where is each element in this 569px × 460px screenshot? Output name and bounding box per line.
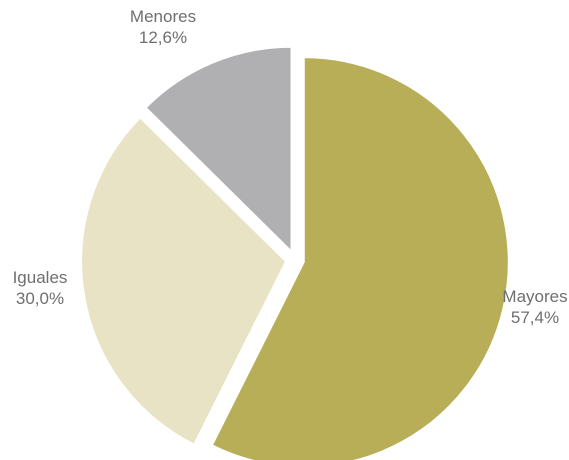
slice-category-label: Iguales bbox=[13, 268, 68, 287]
pie-slice-menores bbox=[144, 45, 293, 255]
slice-label-mayores: Mayores 57,4% bbox=[502, 287, 567, 327]
pie-slice-iguales bbox=[80, 116, 288, 447]
slice-value-label: 12,6% bbox=[139, 28, 187, 47]
slice-label-menores: Menores 12,6% bbox=[130, 7, 196, 47]
slice-category-label: Mayores bbox=[502, 287, 567, 306]
slice-value-label: 30,0% bbox=[16, 289, 64, 308]
slice-value-label: 57,4% bbox=[511, 308, 559, 327]
slice-category-label: Menores bbox=[130, 7, 196, 26]
slice-label-iguales: Iguales 30,0% bbox=[13, 268, 68, 308]
pie-slice-mayores bbox=[210, 56, 510, 460]
